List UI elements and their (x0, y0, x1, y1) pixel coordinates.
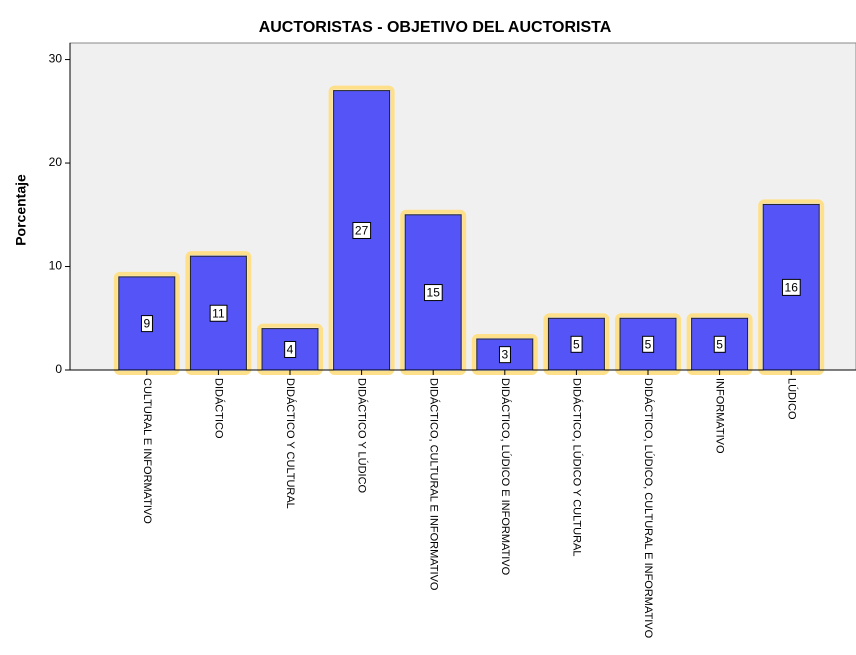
data-label-box (782, 278, 801, 296)
x-tick-label: LÚDICO (785, 378, 798, 420)
x-tick-label: DIDÁCTICO, LÚDICO Y CULTURAL (570, 378, 583, 556)
data-label: 5 (645, 337, 652, 351)
x-tick-label: DIDÁCTICO (212, 378, 225, 439)
data-label-box (284, 340, 297, 358)
x-tick-label: DIDÁCTICO, LÚDICO E INFORMATIVO (499, 378, 512, 576)
x-tick-label: DIDÁCTICO Y LÚDICO (356, 378, 369, 494)
x-tick-label: CULTURAL E INFORMATIVO (141, 378, 153, 524)
data-label: 16 (785, 280, 799, 294)
y-tick-label: 0 (55, 362, 62, 376)
data-label-box (713, 335, 726, 353)
data-label: 15 (427, 286, 441, 300)
chart-title: AUCTORISTAS - OBJETIVO DEL AUCTORISTA (259, 19, 612, 36)
data-label: 9 (143, 317, 150, 331)
data-label: 27 (355, 223, 369, 237)
data-label: 3 (501, 348, 508, 362)
y-axis-title: Porcentaje (13, 174, 29, 246)
data-label-box (498, 346, 511, 364)
x-tick-label: DIDÁCTICO, LÚDICO, CULTURAL E INFORMATIV… (642, 378, 655, 639)
x-tick-label: DIDÁCTICO, CULTURAL E INFORMATIVO (427, 378, 440, 591)
x-tick-label: DIDÁCTICO Y CULTURAL (284, 378, 297, 509)
data-label-box (642, 335, 655, 353)
data-label: 5 (716, 337, 723, 351)
y-tick-label: 20 (49, 155, 63, 169)
data-label-box (140, 315, 153, 333)
bar (547, 317, 605, 371)
y-tick-label: 10 (49, 259, 63, 273)
y-tick-label: 30 (49, 52, 63, 66)
data-label: 4 (287, 342, 294, 356)
data-label-box (424, 284, 443, 302)
data-label-box (570, 335, 583, 353)
x-tick-label: INFORMATIVO (714, 378, 726, 454)
data-label: 11 (212, 306, 225, 320)
data-label-box (209, 304, 228, 322)
data-label: 5 (573, 337, 580, 351)
data-label-box (352, 221, 372, 239)
